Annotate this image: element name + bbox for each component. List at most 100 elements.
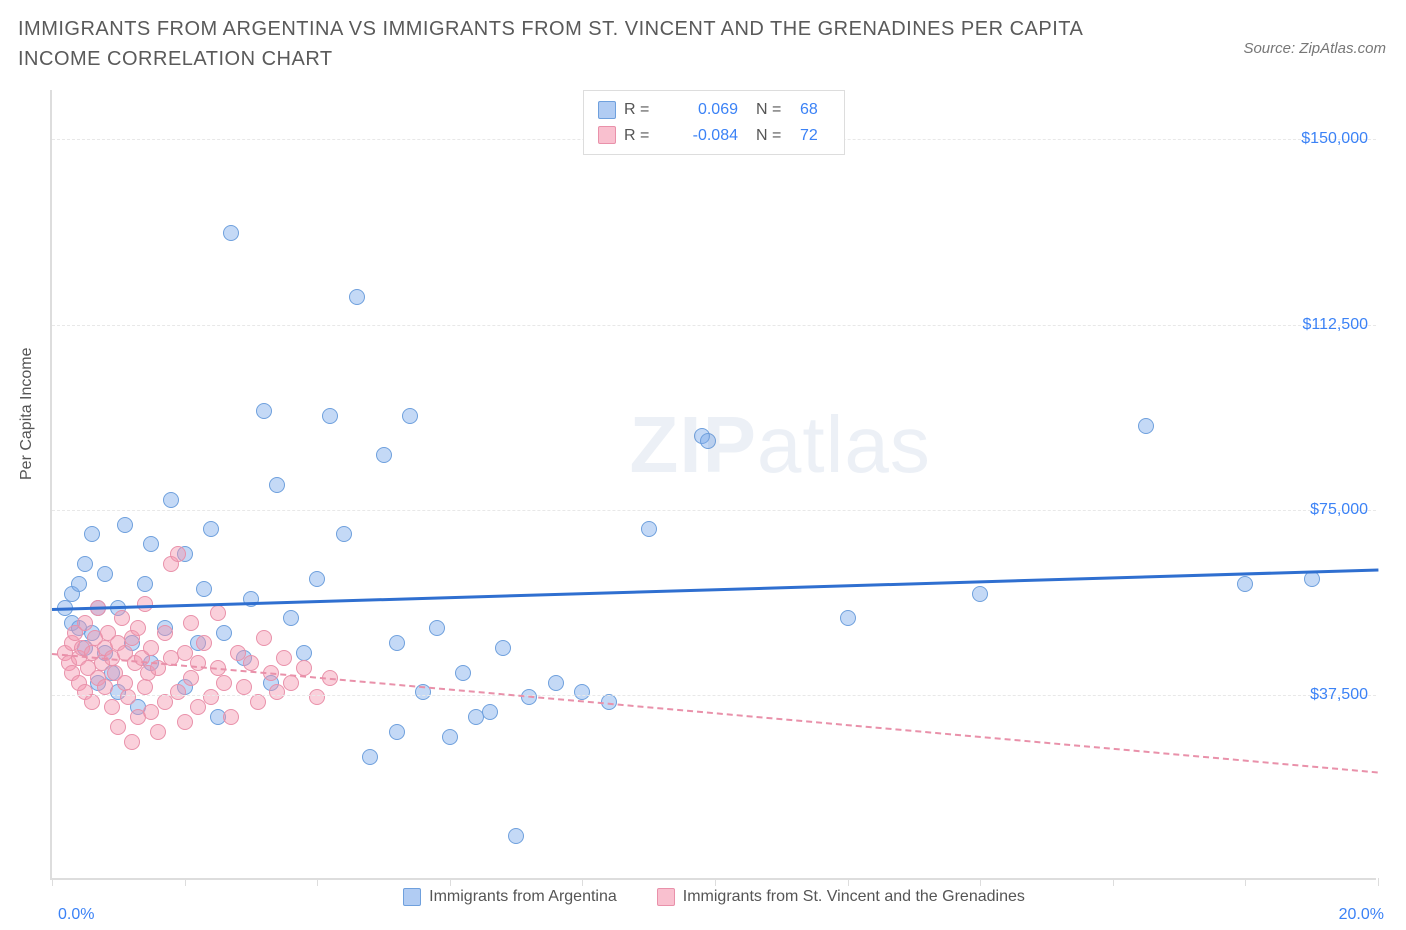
data-point [170, 546, 186, 562]
x-axis-max: 20.0% [1339, 906, 1384, 924]
data-point [336, 526, 352, 542]
data-point [137, 679, 153, 695]
data-point [972, 586, 988, 602]
data-point [163, 492, 179, 508]
data-point [283, 610, 299, 626]
x-tick [980, 878, 981, 886]
data-point [250, 694, 266, 710]
data-point [376, 447, 392, 463]
data-point [114, 610, 130, 626]
x-tick [185, 878, 186, 886]
data-point [97, 679, 113, 695]
series-name-a: Immigrants from Argentina [429, 888, 617, 906]
legend-item-a: Immigrants from Argentina [403, 888, 617, 906]
trend-line [52, 653, 1378, 773]
legend-n-value-a: 68 [800, 97, 830, 123]
gridline [52, 325, 1376, 326]
legend-r-label: R = [624, 97, 660, 123]
data-point [183, 615, 199, 631]
data-point [223, 709, 239, 725]
source-attribution: Source: ZipAtlas.com [1243, 40, 1386, 57]
data-point [389, 635, 405, 651]
data-point [97, 566, 113, 582]
data-point [322, 408, 338, 424]
legend-swatch-b [598, 126, 616, 144]
legend-r-value-a: 0.069 [668, 97, 738, 123]
data-point [362, 749, 378, 765]
x-tick [317, 878, 318, 886]
data-point [170, 684, 186, 700]
data-point [143, 536, 159, 552]
data-point [203, 689, 219, 705]
data-point [402, 408, 418, 424]
legend-swatch-a [598, 101, 616, 119]
legend-r-value-b: -0.084 [668, 123, 738, 149]
x-tick [450, 878, 451, 886]
y-tick-label: $37,500 [1310, 686, 1368, 704]
data-point [495, 640, 511, 656]
data-point [309, 571, 325, 587]
data-point [269, 477, 285, 493]
data-point [143, 640, 159, 656]
data-point [117, 675, 133, 691]
legend-row-a: R = 0.069 N = 68 [598, 97, 830, 123]
data-point [256, 403, 272, 419]
correlation-legend: R = 0.069 N = 68 R = -0.084 N = 72 [583, 90, 845, 155]
data-point [104, 699, 120, 715]
data-point [157, 625, 173, 641]
data-point [574, 684, 590, 700]
data-point [196, 635, 212, 651]
data-point [1237, 576, 1253, 592]
y-tick-label: $150,000 [1301, 130, 1368, 148]
data-point [1138, 418, 1154, 434]
chart-title: IMMIGRANTS FROM ARGENTINA VS IMMIGRANTS … [18, 14, 1138, 74]
data-point [210, 605, 226, 621]
data-point [137, 576, 153, 592]
series-name-b: Immigrants from St. Vincent and the Gren… [683, 888, 1025, 906]
data-point [548, 675, 564, 691]
data-point [216, 675, 232, 691]
legend-r-label: R = [624, 123, 660, 149]
data-point [389, 724, 405, 740]
scatter-chart: ZIPatlas R = 0.069 N = 68 R = -0.084 N =… [50, 90, 1376, 880]
data-point [203, 521, 219, 537]
data-point [641, 521, 657, 537]
data-point [130, 620, 146, 636]
legend-swatch-b [657, 888, 675, 906]
legend-item-b: Immigrants from St. Vincent and the Gren… [657, 888, 1025, 906]
data-point [455, 665, 471, 681]
legend-row-b: R = -0.084 N = 72 [598, 123, 830, 149]
data-point [482, 704, 498, 720]
data-point [236, 679, 252, 695]
x-tick [52, 878, 53, 886]
data-point [508, 828, 524, 844]
y-axis-label: Per Capita Income [18, 347, 36, 480]
x-tick [582, 878, 583, 886]
data-point [196, 581, 212, 597]
legend-n-label: N = [756, 123, 792, 149]
data-point [177, 714, 193, 730]
data-point [429, 620, 445, 636]
data-point [840, 610, 856, 626]
data-point [117, 517, 133, 533]
data-point [77, 556, 93, 572]
data-point [243, 655, 259, 671]
data-point [276, 650, 292, 666]
x-tick [1245, 878, 1246, 886]
y-tick-label: $75,000 [1310, 501, 1368, 519]
gridline [52, 695, 1376, 696]
data-point [442, 729, 458, 745]
data-point [256, 630, 272, 646]
data-point [296, 660, 312, 676]
y-tick-label: $112,500 [1302, 316, 1368, 334]
x-tick [1378, 878, 1379, 886]
data-point [296, 645, 312, 661]
x-axis-min: 0.0% [58, 906, 94, 924]
data-point [309, 689, 325, 705]
watermark: ZIPatlas [629, 399, 930, 491]
watermark-atlas: atlas [757, 400, 931, 489]
data-point [183, 670, 199, 686]
x-tick [715, 878, 716, 886]
data-point [137, 596, 153, 612]
data-point [71, 576, 87, 592]
